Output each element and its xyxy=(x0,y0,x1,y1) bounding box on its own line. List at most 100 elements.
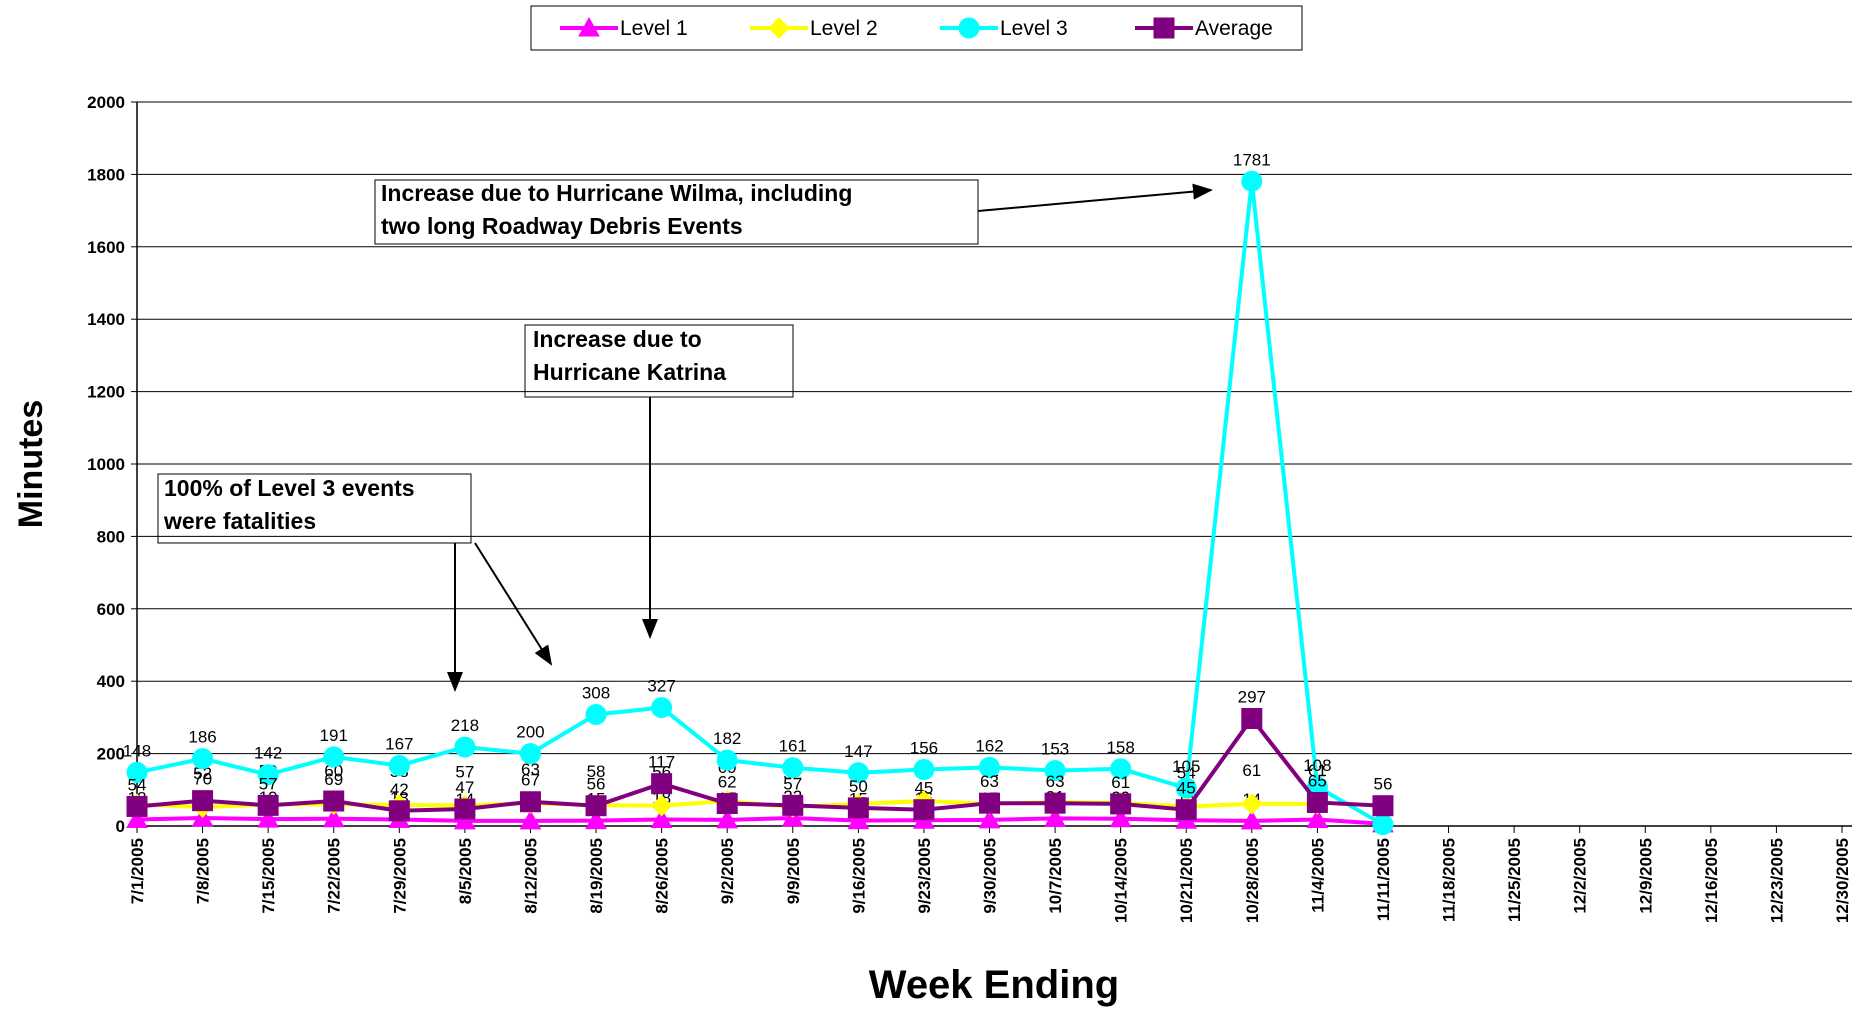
data-label: 156 xyxy=(910,739,938,758)
point xyxy=(454,736,476,758)
point xyxy=(650,808,673,828)
x-tick-label: 7/15/2005 xyxy=(259,838,278,914)
point xyxy=(322,807,345,828)
x-tick-label: 8/19/2005 xyxy=(587,838,606,914)
point xyxy=(257,764,279,786)
point xyxy=(578,16,600,37)
point xyxy=(782,757,804,779)
point xyxy=(323,790,345,812)
series-line xyxy=(136,816,1384,826)
data-label: 142 xyxy=(254,744,282,763)
x-tick-label: 9/2/2005 xyxy=(718,838,737,904)
data-label: 50 xyxy=(849,777,868,796)
series-line xyxy=(136,181,1384,827)
x-tick-label: 9/16/2005 xyxy=(849,838,868,914)
data-label: 47 xyxy=(455,778,474,797)
data-label: 56 xyxy=(587,775,606,794)
point xyxy=(716,793,738,815)
data-label: 65 xyxy=(1308,771,1327,790)
legend-label: Level 3 xyxy=(1000,17,1068,40)
annotation-text: 100% of Level 3 events xyxy=(164,475,415,501)
point xyxy=(847,762,869,784)
point xyxy=(651,773,673,795)
point xyxy=(585,795,607,817)
point xyxy=(958,17,980,39)
point xyxy=(1241,170,1263,192)
x-tick-label: 11/25/2005 xyxy=(1505,838,1524,922)
data-label: 297 xyxy=(1238,687,1266,706)
point xyxy=(1110,793,1132,815)
legend-label: Average xyxy=(1195,17,1273,40)
data-label: 54 xyxy=(128,775,147,794)
point xyxy=(650,795,673,817)
data-label: 45 xyxy=(1177,779,1196,798)
point xyxy=(323,746,345,768)
data-label: 62 xyxy=(718,773,737,792)
annotation-text: Hurricane Katrina xyxy=(533,359,726,385)
data-label: 42 xyxy=(390,780,409,799)
x-axis-title: Week Ending xyxy=(869,963,1119,1007)
series-line xyxy=(136,715,1384,813)
x-tick-label: 12/9/2005 xyxy=(1636,838,1655,914)
x-tick-label: 10/14/2005 xyxy=(1112,838,1131,923)
x-tick-label: 11/4/2005 xyxy=(1308,838,1327,913)
point xyxy=(1044,792,1066,814)
y-tick-label: 0 xyxy=(116,817,125,836)
point xyxy=(1175,777,1197,799)
annotation-text: Increase due to xyxy=(533,326,702,352)
annotation-box xyxy=(157,473,472,544)
data-label: 162 xyxy=(975,736,1003,755)
x-tick-label: 7/22/2005 xyxy=(325,838,344,914)
point xyxy=(847,809,870,830)
y-tick-label: 1000 xyxy=(87,455,125,474)
data-label: 117 xyxy=(648,753,675,772)
point xyxy=(1240,809,1263,830)
x-tick-label: 10/21/2005 xyxy=(1177,838,1196,923)
point xyxy=(388,800,410,822)
x-tick-label: 10/7/2005 xyxy=(1046,838,1065,914)
y-tick-label: 1600 xyxy=(87,238,125,257)
data-label: 105 xyxy=(1172,757,1200,776)
data-label: 69 xyxy=(324,770,343,789)
data-label: 63 xyxy=(1046,772,1065,791)
point xyxy=(979,756,1000,778)
point xyxy=(257,794,279,816)
y-tick-label: 400 xyxy=(97,672,125,691)
data-label: 148 xyxy=(123,741,151,760)
data-label: 153 xyxy=(1041,740,1069,759)
y-axis-title: Minutes xyxy=(12,400,50,528)
point xyxy=(1306,808,1329,828)
data-label: 147 xyxy=(844,742,872,761)
x-tick-label: 9/9/2005 xyxy=(784,838,803,904)
point xyxy=(1109,807,1132,828)
data-label: 57 xyxy=(455,762,474,781)
annotation-text: were fatalities xyxy=(163,508,316,534)
data-label: 308 xyxy=(582,684,610,703)
data-label: 67 xyxy=(521,771,540,790)
point xyxy=(1241,707,1263,729)
legend: Level 1 Level 2 Level 3 Average xyxy=(560,16,1273,40)
x-tick-label: 7/1/2005 xyxy=(128,838,147,904)
data-label: 158 xyxy=(1106,738,1134,757)
point xyxy=(519,791,541,813)
x-tick-label: 11/11/2005 xyxy=(1374,838,1393,921)
annotation-arrow xyxy=(474,542,553,666)
point xyxy=(782,794,804,816)
y-tick-label: 800 xyxy=(97,527,125,546)
point xyxy=(126,761,148,783)
data-label: 186 xyxy=(188,728,216,747)
point xyxy=(1044,760,1066,782)
data-label: 61 xyxy=(1111,773,1130,792)
point xyxy=(1241,793,1263,815)
point xyxy=(1153,17,1175,39)
point xyxy=(454,809,476,830)
legend-label: Level 1 xyxy=(620,17,688,40)
x-tick-label: 8/26/2005 xyxy=(653,838,672,914)
data-label: 58 xyxy=(587,762,606,781)
data-label: 191 xyxy=(320,726,348,745)
x-tick-label: 7/8/2005 xyxy=(194,838,213,904)
point xyxy=(1175,799,1197,821)
y-tick-label: 1200 xyxy=(87,383,125,402)
point xyxy=(257,808,280,828)
